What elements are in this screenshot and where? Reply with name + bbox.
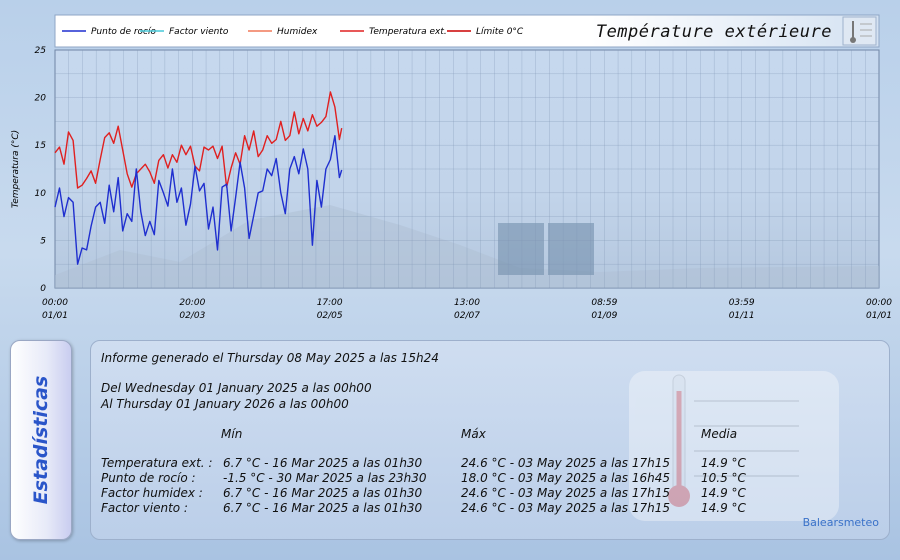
x-tick-date: 02/07 [454,311,480,321]
chart-title: Température extérieure [596,22,832,42]
header-max: Máx [461,427,486,441]
legend-label: Límite 0°C [476,27,524,37]
row-min: 6.7 °C - 16 Mar 2025 a las 01h30 [223,456,423,470]
report-to-text: Al Thursday 01 January 2026 a las 00h00 [101,397,349,411]
y-tick-label: 15 [35,141,47,151]
row-label: Temperatura ext. : [101,456,213,470]
x-tick-time: 13:00 [454,298,480,308]
x-tick-date: 01/01 [866,311,892,321]
y-tick-label: 0 [40,284,46,294]
legend-label: Temperatura ext. [369,27,447,37]
row-label: Factor humidex : [101,486,203,500]
series-line-punto-de-roc-o [54,134,343,265]
report-from-text: Del Wednesday 01 January 2025 a las 00h0… [101,381,372,395]
thermometer-icon [842,16,877,46]
statistics-tab[interactable]: Estadísticas [10,340,72,540]
x-tick-time: 00:00 [866,298,892,308]
row-avg: 14.9 °C [701,501,746,515]
x-tick-date: 01/09 [591,311,617,321]
row-label: Factor viento : [101,501,188,515]
row-min: 6.7 °C - 16 Mar 2025 a las 01h30 [223,501,423,515]
brand-link[interactable]: Balearsmeteo [802,516,879,529]
row-min: -1.5 °C - 30 Mar 2025 a las 23h30 [223,471,427,485]
row-max: 18.0 °C - 03 May 2025 a las 16h45 [461,471,670,485]
y-tick-label: 25 [35,46,47,56]
row-avg: 14.9 °C [701,486,746,500]
series-line-temperatura-ext- [54,91,343,189]
header-min: Mín [221,427,243,441]
report-generated-text: Informe generado el Thursday 08 May 2025… [101,351,439,365]
y-tick-label: 20 [35,94,47,104]
x-tick-date: 02/05 [317,311,343,321]
row-min: 6.7 °C - 16 Mar 2025 a las 01h30 [223,486,423,500]
y-axis-label: Temperatura (°C) [11,130,21,208]
legend-label: Humidex [277,27,318,37]
x-tick-date: 02/03 [179,311,205,321]
solar-panel-icon [498,223,594,275]
legend-label: Factor viento [169,27,229,37]
temperature-chart: 0 5 10 15 20 25 00:00 01/01 20:00 02/03 17:00 02/0… [11,14,892,321]
row-max: 24.6 °C - 03 May 2025 a las 17h15 [461,486,670,500]
row-max: 24.6 °C - 03 May 2025 a las 17h15 [461,501,670,515]
row-label: Punto de rocío : [101,471,196,485]
x-tick-time: 08:59 [591,298,617,308]
x-tick-time: 17:00 [317,298,343,308]
legend-label: Punto de rocío [91,27,156,37]
x-tick-time: 20:00 [179,298,205,308]
row-avg: 10.5 °C [701,471,746,485]
x-tick-time: 03:59 [729,298,755,308]
thermometer-decoration-icon [629,371,839,521]
statistics-panel: Informe generado el Thursday 08 May 2025… [90,340,890,540]
y-tick-label: 10 [35,189,47,199]
x-tick-date: 01/11 [729,311,755,321]
statistics-tab-label: Estadísticas [30,375,52,505]
y-tick-label: 5 [40,236,46,246]
row-avg: 14.9 °C [701,456,746,470]
x-tick-time: 00:00 [42,298,68,308]
x-tick-date: 01/01 [42,311,68,321]
row-max: 24.6 °C - 03 May 2025 a las 17h15 [461,456,670,470]
header-avg: Media [701,427,738,441]
